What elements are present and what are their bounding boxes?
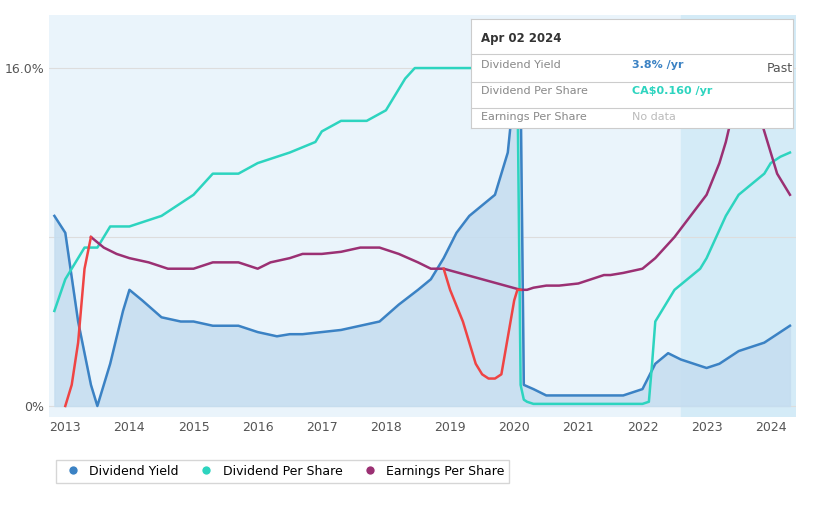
Legend: Dividend Yield, Dividend Per Share, Earnings Per Share: Dividend Yield, Dividend Per Share, Earn… [56,460,509,483]
Bar [681,15,796,417]
Text: Past: Past [767,62,793,75]
